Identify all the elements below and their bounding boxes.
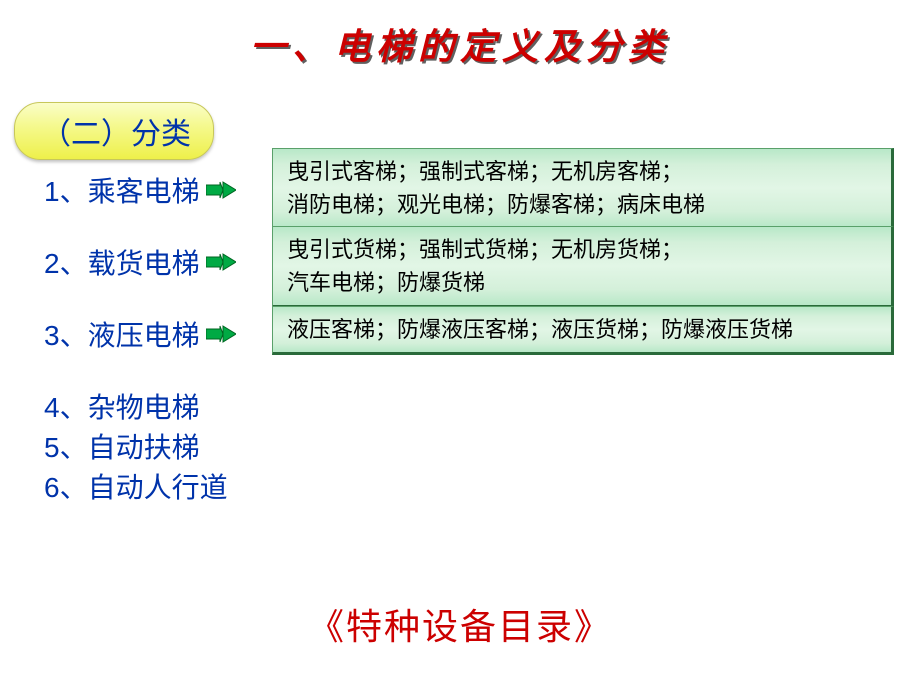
detail-box: 液压客梯；防爆液压客梯；液压货梯；防爆液压货梯: [272, 306, 894, 355]
detail-line: 消防电梯；观光电梯；防爆客梯；病床电梯: [287, 188, 877, 221]
subtitle-pill: （二）分类: [14, 102, 214, 160]
detail-line: 曳引式货梯；强制式货梯；无机房货梯；: [287, 233, 877, 266]
arrow-right-icon: [206, 323, 236, 345]
list-item-label: 5、自动扶梯: [44, 426, 200, 466]
title-text: 一、电梯的定义及分类: [250, 27, 670, 67]
detail-line: 液压客梯；防爆液压客梯；液压货梯；防爆液压货梯: [287, 313, 877, 346]
list-item: 2、载货电梯: [44, 242, 236, 282]
detail-line: 汽车电梯；防爆货梯: [287, 266, 877, 299]
list-item: 3、液压电梯: [44, 314, 236, 354]
footer-reference: 《特种设备目录》: [0, 598, 920, 650]
list-item-label: 1、乘客电梯: [44, 170, 200, 210]
detail-box: 曳引式客梯；强制式客梯；无机房客梯；消防电梯；观光电梯；防爆客梯；病床电梯: [272, 148, 894, 230]
list-item-label: 4、杂物电梯: [44, 386, 200, 426]
subtitle-text: （二）分类: [41, 118, 191, 151]
list-item-label: 3、液压电梯: [44, 314, 200, 354]
slide-title: 一、电梯的定义及分类 一、电梯的定义及分类: [0, 0, 920, 70]
list-item-label: 2、载货电梯: [44, 242, 200, 282]
list-item: 4、杂物电梯: [44, 386, 200, 426]
detail-line: 曳引式客梯；强制式客梯；无机房客梯；: [287, 155, 877, 188]
list-item: 6、自动人行道: [44, 466, 228, 506]
arrow-right-icon: [206, 179, 236, 201]
list-item: 5、自动扶梯: [44, 426, 200, 466]
arrow-right-icon: [206, 251, 236, 273]
list-item-label: 6、自动人行道: [44, 466, 228, 506]
detail-box: 曳引式货梯；强制式货梯；无机房货梯；汽车电梯；防爆货梯: [272, 226, 894, 308]
list-item: 1、乘客电梯: [44, 170, 236, 210]
